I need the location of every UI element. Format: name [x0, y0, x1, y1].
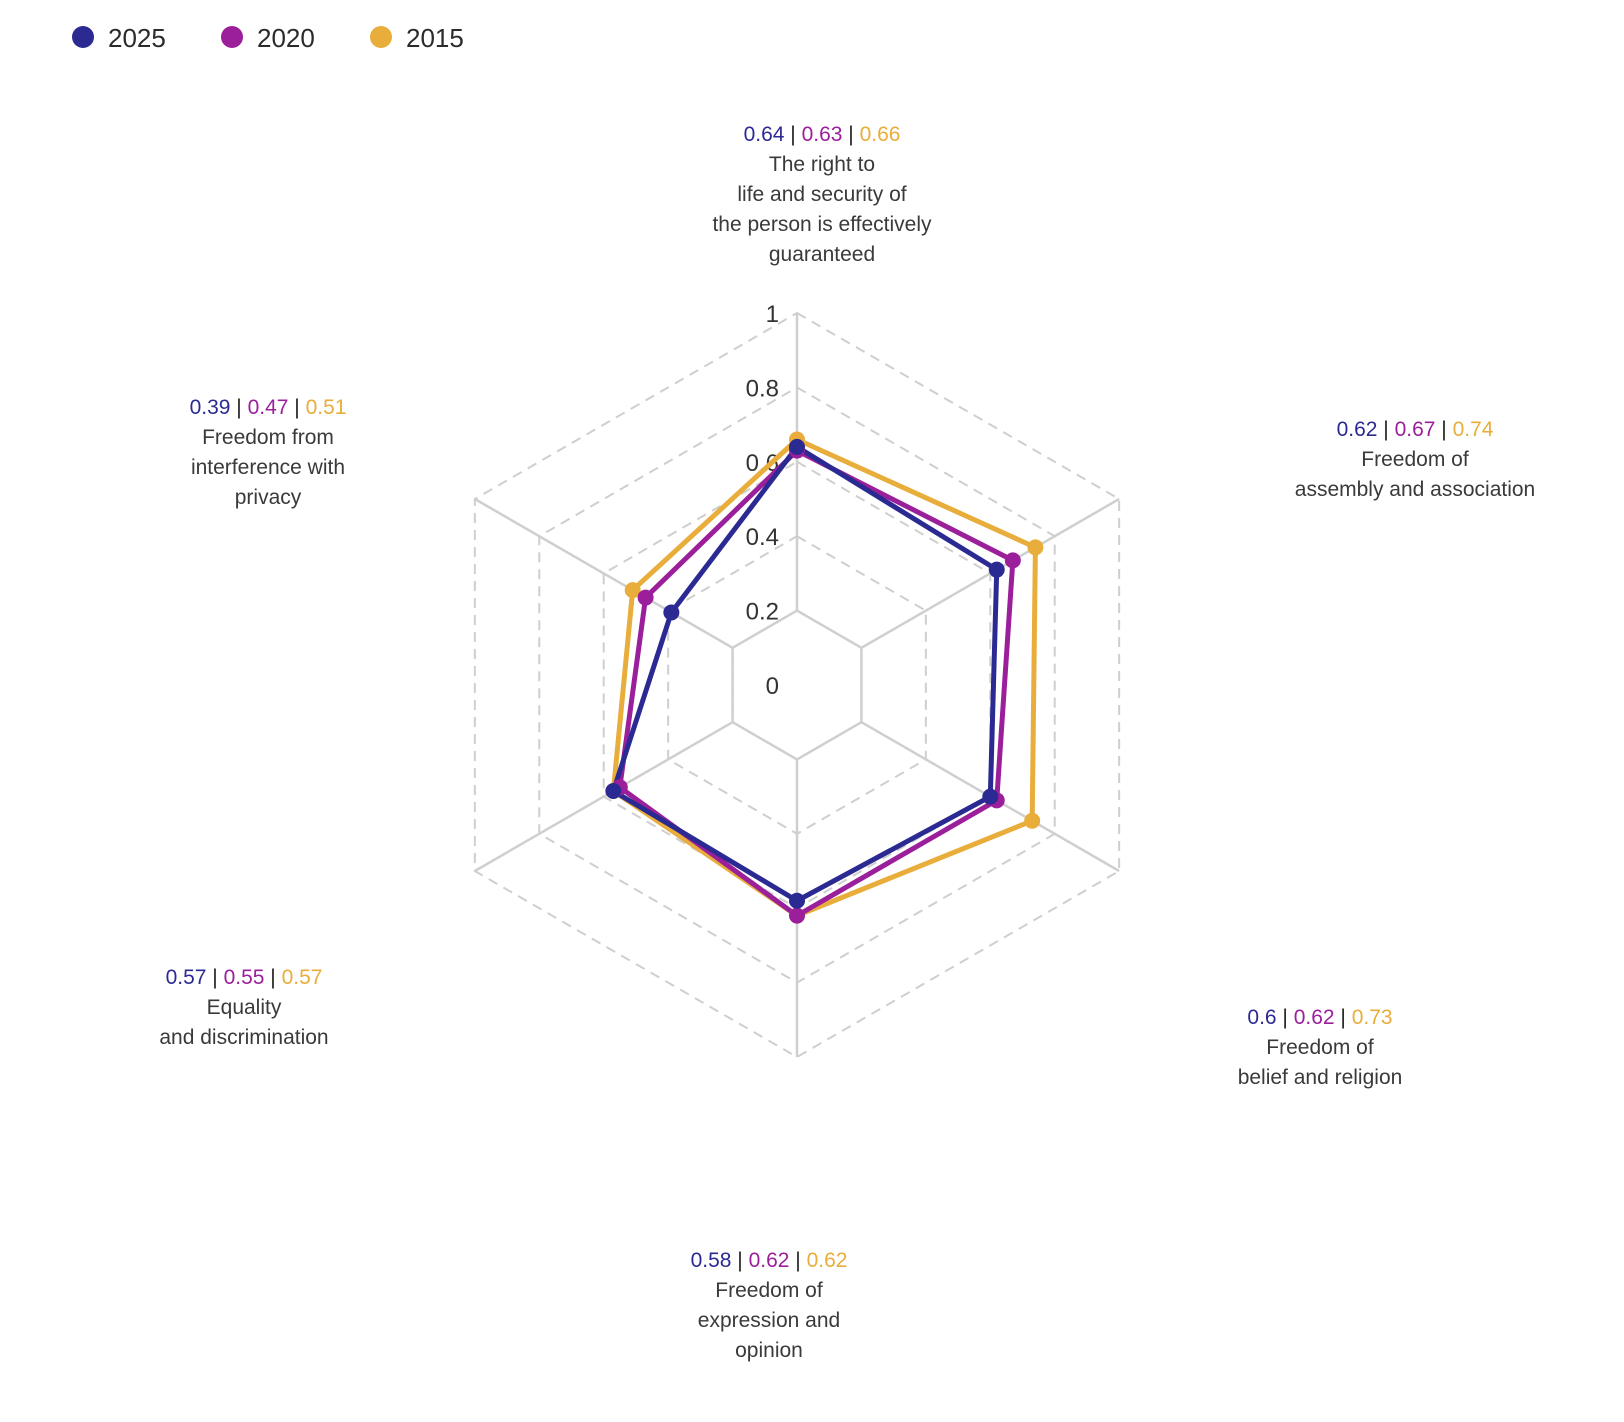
value-separator: | — [842, 123, 859, 146]
category-label-4-line-1: and discrimination — [159, 1026, 328, 1049]
value-separator: | — [230, 396, 247, 419]
value-separator: | — [1435, 418, 1452, 441]
value-2025-0: 0.64 — [744, 123, 785, 146]
radar-axes — [474, 313, 1120, 1057]
value-separator: | — [784, 123, 801, 146]
value-line-2: 0.6 | 0.62 | 0.73 — [1247, 1006, 1392, 1029]
value-2025-2: 0.6 — [1247, 1006, 1276, 1029]
point-2025-3[interactable] — [789, 892, 805, 909]
value-2020-5: 0.47 — [248, 396, 289, 419]
value-2020-1: 0.67 — [1395, 418, 1436, 441]
legend-label-2025: 2025 — [108, 23, 166, 53]
value-2020-3: 0.62 — [749, 1249, 790, 1272]
point-2015-1[interactable] — [1027, 539, 1044, 556]
value-2025-1: 0.62 — [1337, 418, 1378, 441]
grid-ring-1 — [731, 609, 863, 761]
category-label-0-line-3: guaranteed — [769, 243, 875, 266]
category-label-5-line-2: privacy — [235, 486, 302, 509]
value-separator: | — [206, 966, 223, 989]
value-2015-1: 0.74 — [1453, 418, 1494, 441]
category-label-2-line-1: belief and religion — [1238, 1066, 1403, 1089]
value-separator: | — [731, 1249, 748, 1272]
point-2025-2[interactable] — [982, 788, 999, 805]
tick-label-4: 0.8 — [746, 375, 779, 402]
category-label-1-line-0: Freedom of — [1361, 448, 1469, 471]
value-separator: | — [1335, 1006, 1352, 1029]
legend-marker-2015 — [370, 26, 392, 48]
axis-spoke-5 — [474, 497, 734, 649]
inner-hexagon — [731, 609, 863, 761]
point-2025-1[interactable] — [988, 561, 1005, 578]
category-label-5-line-0: Freedom from — [202, 426, 334, 449]
tick-label-1: 0.2 — [746, 599, 779, 626]
value-2015-4: 0.57 — [282, 966, 323, 989]
category-label-3-line-1: expression and — [698, 1309, 840, 1332]
value-line-5: 0.39 | 0.47 | 0.51 — [190, 396, 347, 419]
value-2025-5: 0.39 — [190, 396, 231, 419]
point-2020-1[interactable] — [1004, 552, 1021, 569]
category-label-4-line-0: Equality — [207, 996, 282, 1019]
value-line-0: 0.64 | 0.63 | 0.66 — [744, 123, 901, 146]
legend: 2025 2020 2015 — [72, 23, 464, 53]
value-2020-2: 0.62 — [1294, 1006, 1335, 1029]
value-2015-2: 0.73 — [1352, 1006, 1393, 1029]
legend-marker-2020 — [221, 26, 243, 48]
value-separator: | — [1277, 1006, 1294, 1029]
value-2015-3: 0.62 — [807, 1249, 848, 1272]
tick-label-5: 1 — [766, 301, 779, 328]
value-separator: | — [264, 966, 281, 989]
radial-tick-labels: 00.20.40.60.81 — [746, 301, 779, 700]
point-2025-5[interactable] — [663, 604, 680, 621]
value-separator: | — [789, 1249, 806, 1272]
value-2015-0: 0.66 — [860, 123, 901, 146]
category-label-0-line-0: The right to — [769, 153, 875, 176]
axis-spoke-4 — [474, 721, 734, 873]
point-2020-3[interactable] — [789, 907, 805, 924]
point-2015-5[interactable] — [624, 582, 641, 599]
category-label-0-line-1: life and security of — [737, 183, 906, 206]
point-2025-0[interactable] — [789, 438, 805, 455]
category-label-3-line-2: opinion — [735, 1339, 803, 1362]
legend-label-2020: 2020 — [257, 23, 315, 53]
category-label-0-line-2: the person is effectively — [712, 213, 932, 236]
value-line-3: 0.58 | 0.62 | 0.62 — [691, 1249, 848, 1272]
legend-label-2015: 2015 — [406, 23, 464, 53]
series-line-2020 — [617, 448, 1016, 919]
value-2025-3: 0.58 — [691, 1249, 732, 1272]
series-layer — [605, 431, 1044, 924]
tick-label-2: 0.4 — [746, 524, 779, 551]
value-separator: | — [288, 396, 305, 419]
series-line-2015 — [610, 436, 1038, 919]
value-line-1: 0.62 | 0.67 | 0.74 — [1337, 418, 1494, 441]
point-2025-4[interactable] — [605, 783, 622, 800]
category-label-5-line-1: interference with — [191, 456, 345, 479]
value-separator: | — [1377, 418, 1394, 441]
value-line-4: 0.57 | 0.55 | 0.57 — [166, 966, 323, 989]
value-2020-4: 0.55 — [224, 966, 265, 989]
point-2015-2[interactable] — [1024, 812, 1041, 829]
value-2025-4: 0.57 — [166, 966, 207, 989]
tick-label-0: 0 — [766, 673, 779, 700]
category-labels: 0.64 | 0.63 | 0.66 The right to life and s… — [159, 123, 1535, 1362]
value-2015-5: 0.51 — [306, 396, 347, 419]
category-label-1-line-1: assembly and association — [1295, 478, 1535, 501]
category-label-2-line-0: Freedom of — [1266, 1036, 1374, 1059]
value-2020-0: 0.63 — [802, 123, 843, 146]
category-label-3-line-0: Freedom of — [715, 1279, 823, 1302]
point-2020-5[interactable] — [637, 589, 654, 606]
legend-marker-2025 — [72, 26, 94, 48]
